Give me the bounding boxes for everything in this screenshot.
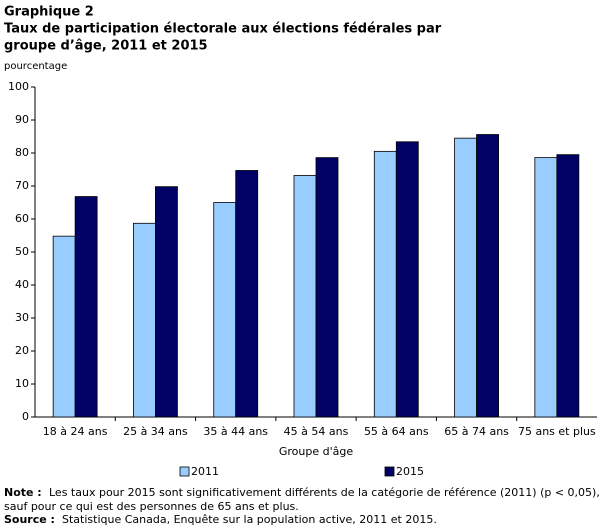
- legend-label: 2011: [191, 465, 219, 478]
- chart-title: Taux de participation électorale aux éle…: [4, 22, 442, 37]
- source-label: Source :: [4, 513, 55, 526]
- bar: [155, 186, 178, 418]
- note-label: Note :: [4, 486, 42, 499]
- y-tick-label: 90: [15, 113, 29, 126]
- y-tick-label: 80: [15, 146, 29, 159]
- bar: [315, 157, 339, 418]
- bar: [213, 202, 237, 418]
- y-tick-label: 40: [15, 278, 29, 291]
- x-tick-label: 65 à 74 ans: [444, 425, 509, 438]
- y-tick-label: 20: [15, 344, 29, 357]
- x-tick-label: 25 à 34 ans: [123, 425, 188, 438]
- legend-swatch: [179, 466, 190, 477]
- y-tick-label: 60: [15, 212, 29, 225]
- bar: [293, 175, 317, 418]
- y-tick-label: 70: [15, 179, 29, 192]
- bar: [476, 134, 499, 418]
- legend-swatch: [384, 466, 395, 477]
- y-tick-label: 30: [15, 311, 29, 324]
- bar: [235, 170, 259, 418]
- bar: [52, 235, 76, 418]
- note-text: sauf pour ce qui est des personnes de 65…: [4, 500, 299, 513]
- chart-title: groupe d’âge, 2011 et 2015: [4, 39, 208, 54]
- y-tick-label: 100: [8, 80, 29, 93]
- y-tick-label: 50: [15, 245, 29, 258]
- y-tick-label: 0: [22, 410, 29, 423]
- source-text: Statistique Canada, Enquête sur la popul…: [62, 513, 437, 526]
- bar: [373, 150, 397, 418]
- legend-label: 2015: [396, 465, 424, 478]
- note-text: Les taux pour 2015 sont significativemen…: [49, 486, 600, 499]
- bar: [534, 157, 558, 418]
- bar: [556, 154, 580, 418]
- chart-title: Graphique 2: [4, 5, 94, 20]
- y-tick-label: 10: [15, 377, 29, 390]
- x-tick-label: 75 ans et plus: [518, 425, 596, 438]
- x-axis-label: Groupe d'âge: [279, 445, 353, 458]
- x-tick-label: 45 à 54 ans: [284, 425, 349, 438]
- bar: [454, 137, 477, 418]
- bar: [74, 196, 98, 418]
- bar: [133, 222, 156, 418]
- x-tick-label: 35 à 44 ans: [203, 425, 268, 438]
- y-axis-label: pourcentage: [4, 61, 67, 72]
- x-tick-label: 18 à 24 ans: [43, 425, 108, 438]
- bar: [395, 141, 419, 418]
- x-tick-label: 55 à 64 ans: [364, 425, 429, 438]
